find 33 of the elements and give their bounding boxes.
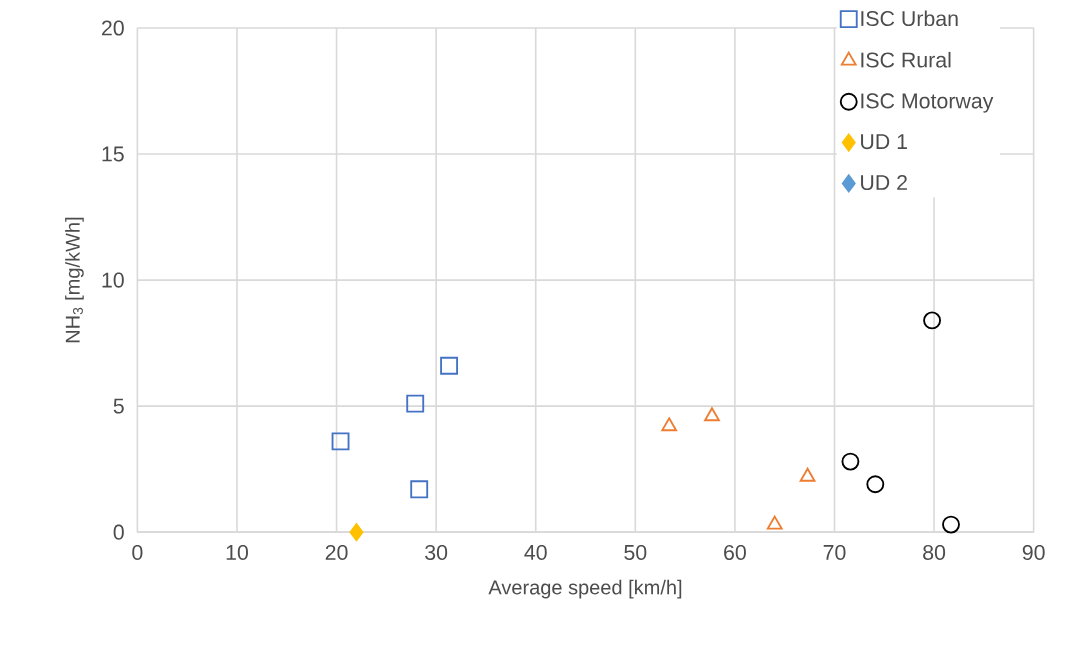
y-tick-label: 20	[102, 20, 124, 36]
point	[704, 407, 720, 422]
y-axis-title: NH$_{3}$ [mg/kWh]	[65, 218, 84, 343]
y-tick-label: 15	[102, 146, 124, 162]
point	[349, 523, 364, 542]
point	[440, 357, 459, 375]
point	[410, 480, 429, 499]
y-tick-label: 0	[113, 524, 124, 540]
x-tick-label: 80	[923, 545, 946, 561]
x-axis-title: Average speed [km/h]	[488, 580, 682, 599]
point	[661, 417, 678, 432]
x-tick-label: 0	[132, 545, 143, 561]
point	[923, 311, 942, 330]
x-tick-label: 90	[1022, 545, 1045, 561]
x-tick-label: 40	[524, 545, 547, 561]
x-tick-label: 60	[724, 545, 746, 561]
legend-label: UD 1	[861, 134, 907, 150]
x-tick-label: 50	[624, 545, 647, 561]
legend-label: ISC Urban	[861, 10, 958, 27]
x-tick-label: 70	[823, 545, 846, 561]
legend-label: UD 2	[861, 175, 907, 191]
x-tick-label: 30	[425, 545, 448, 561]
legend-label: ISC Motorway	[861, 93, 994, 113]
point	[866, 475, 885, 494]
x-tick-label: 10	[226, 545, 248, 561]
legend-label: ISC Rural	[861, 52, 951, 68]
x-tick-label: 20	[325, 545, 348, 561]
point	[331, 432, 350, 451]
y-tick-label: 5	[113, 398, 124, 414]
point	[406, 394, 425, 413]
point	[942, 515, 960, 534]
point	[841, 452, 860, 471]
y-tick-label: 10	[102, 272, 124, 288]
